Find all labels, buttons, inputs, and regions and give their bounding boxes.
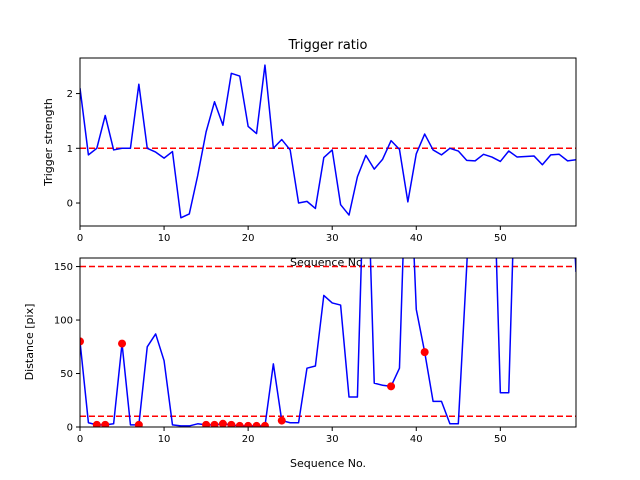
y-tick-label: 0 — [67, 199, 73, 210]
plot-area: 0 10 20 30 40 50 0 1 2 — [67, 57, 577, 244]
x-axis-label: Sequence No. — [290, 256, 366, 269]
chart-title: Trigger ratio — [288, 38, 368, 53]
x-tick-label: 40 — [410, 233, 423, 244]
series-line — [80, 258, 576, 427]
x-tick-label: 0 — [77, 233, 83, 244]
axes-frame — [79, 57, 577, 227]
subplot-distance: 0 10 20 30 40 50 0 50 100 150 Sequence No. Distan… — [23, 257, 577, 470]
x-tick-label: 50 — [494, 434, 507, 445]
data-point-marker — [252, 421, 261, 427]
data-point-marker — [118, 339, 127, 348]
plot-area: 0 10 20 30 40 50 0 50 100 150 — [54, 257, 577, 445]
y-axis-label: Distance [pix] — [23, 304, 36, 381]
x-tick-label: 40 — [410, 434, 423, 445]
data-point-marker — [420, 348, 429, 357]
y-tick-label: 150 — [54, 262, 73, 273]
x-tick-label: 10 — [158, 233, 171, 244]
data-point-marker — [210, 420, 219, 427]
data-point-marker — [202, 420, 211, 427]
data-point-marker — [101, 420, 110, 427]
data-point-marker — [227, 420, 236, 427]
data-point-marker — [92, 420, 101, 427]
y-tick-label: 0 — [67, 423, 73, 434]
axes-frame — [79, 257, 577, 428]
x-tick-label: 50 — [494, 233, 507, 244]
data-point-marker — [244, 421, 253, 427]
x-tick-label: 30 — [326, 233, 339, 244]
x-tick-label: 20 — [242, 434, 255, 445]
y-tick-label: 2 — [67, 89, 73, 100]
x-axis-label: Sequence No. — [290, 457, 366, 470]
plot-content — [80, 64, 576, 219]
y-tick-label: 100 — [54, 316, 73, 327]
y-axis-label: Trigger strength — [42, 98, 55, 187]
subplot-trigger-ratio: Trigger ratio 0 10 20 30 40 50 0 1 2 Sequence No… — [42, 38, 577, 269]
data-point-marker — [80, 337, 84, 346]
data-point-marker — [260, 421, 269, 427]
y-tick-label: 50 — [60, 369, 73, 380]
data-point-marker — [387, 382, 396, 391]
y-tick-label: 1 — [67, 144, 73, 155]
x-tick-label: 0 — [77, 434, 83, 445]
plot-content — [80, 258, 576, 427]
x-tick-label: 30 — [326, 434, 339, 445]
data-point-marker — [218, 419, 227, 427]
x-tick-label: 20 — [242, 233, 255, 244]
data-point-marker — [235, 421, 244, 427]
data-point-marker — [277, 416, 286, 425]
series-line — [80, 64, 576, 219]
data-point-marker — [134, 420, 143, 427]
x-tick-label: 10 — [158, 434, 171, 445]
